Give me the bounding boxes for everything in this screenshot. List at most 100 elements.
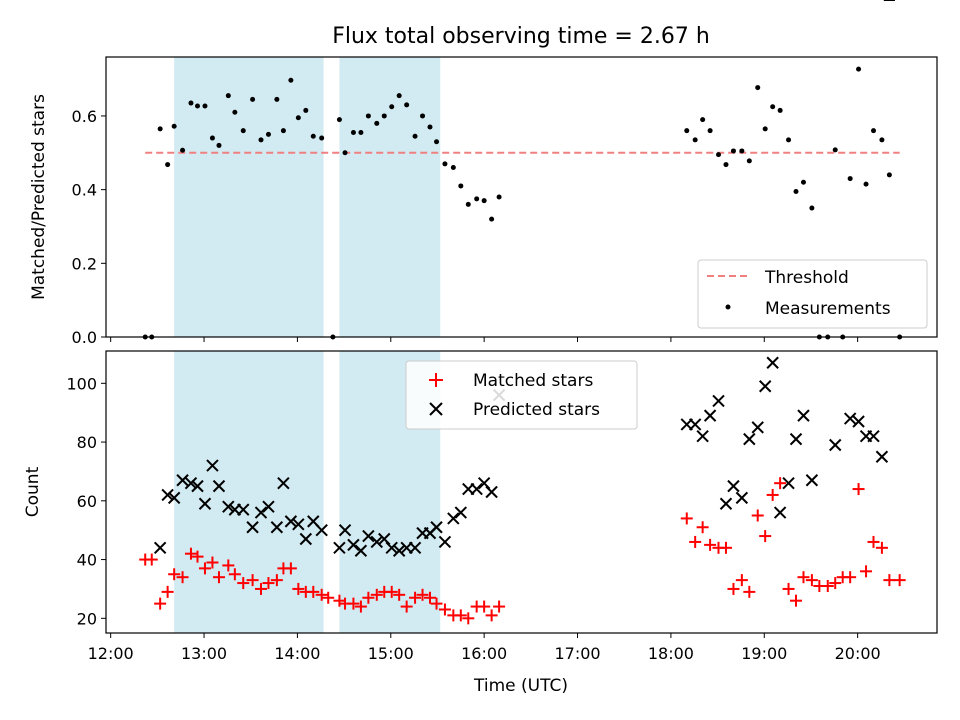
measurement-point: [342, 150, 348, 156]
predicted-star-point: [191, 479, 204, 493]
matched-star-point: [262, 577, 275, 590]
predicted-star-point: [153, 541, 167, 555]
x-tick-label: 17:00: [554, 644, 600, 663]
measurement-point: [863, 181, 869, 187]
matched-star-point: [719, 541, 732, 554]
matched-star-point: [704, 538, 717, 551]
predicted-star-point: [470, 482, 483, 496]
bottom-legend: Matched stars Predicted stars: [405, 360, 638, 430]
matched-star-point: [438, 603, 451, 616]
measurement-point: [489, 216, 495, 222]
predicted-star-point: [385, 541, 398, 555]
measurement-point: [358, 130, 364, 136]
legend-matched-swatch: [429, 373, 443, 387]
matched-star-point: [292, 582, 305, 595]
predicted-star-point: [875, 450, 889, 463]
matched-star-point: [423, 591, 436, 604]
measurement-point: [209, 135, 215, 141]
measurement-point: [793, 188, 799, 194]
measurement-point: [165, 162, 171, 168]
matched-star-point: [307, 585, 320, 598]
measurement-points: [142, 66, 903, 340]
predicted-star-point: [712, 394, 725, 408]
measurement-point: [847, 176, 853, 182]
matched-star-point: [385, 585, 398, 598]
predicted-star-point: [206, 459, 219, 472]
predicted-star-point: [292, 518, 305, 531]
measurement-point: [496, 194, 502, 200]
bottom-axes-frame: [105, 350, 938, 634]
measurement-point: [216, 142, 222, 148]
predicted-star-point: [438, 535, 452, 549]
measurement-point: [258, 137, 264, 143]
predicted-star-point: [362, 529, 375, 543]
measurement-point: [188, 100, 194, 106]
y-tick-label: 80: [77, 433, 97, 452]
matched-star-point: [315, 588, 328, 601]
matched-star-point: [805, 574, 818, 587]
x-axis-label: Time (UTC): [473, 676, 568, 696]
measurement-point: [450, 165, 456, 171]
measurement-point: [730, 148, 736, 154]
measurement-point: [157, 126, 163, 132]
matched-star-point: [322, 591, 335, 604]
measurement-point: [871, 128, 877, 134]
x-tick-label: 16:00: [461, 644, 507, 663]
measurement-point: [240, 128, 246, 134]
measurement-point: [739, 148, 745, 154]
predicted-star-point: [333, 541, 346, 555]
matched-star-point: [254, 582, 267, 595]
matched-star-point: [347, 597, 360, 610]
y-tick-label: 20: [77, 609, 97, 628]
measurement-point: [856, 66, 862, 72]
y-tick-label: 0.6: [72, 107, 97, 126]
matched-star-point: [696, 521, 709, 534]
predicted-star-point: [719, 497, 733, 510]
measurement-point: [374, 120, 380, 126]
y-tick-label: 0.2: [72, 254, 97, 273]
measurement-point: [404, 102, 410, 108]
measurement-point: [777, 107, 783, 113]
measurement-point: [195, 103, 201, 109]
matched-star-point: [176, 571, 189, 584]
measurement-point: [250, 96, 256, 102]
predicted-star-point: [315, 523, 328, 537]
top-axes-frame: [105, 56, 938, 338]
legend-matched-label: Matched stars: [473, 371, 593, 391]
predicted-star-point: [797, 409, 810, 422]
matched-star-point: [191, 550, 204, 563]
top-legend-box: [697, 259, 928, 329]
predicted-star-point: [735, 491, 749, 505]
matched-star-point: [409, 591, 422, 604]
predicted-star-point: [354, 544, 368, 557]
matched-star-point: [883, 574, 896, 587]
y-tick-label: 40: [77, 551, 97, 570]
predicted-star-point: [743, 432, 756, 446]
matched-star-point: [222, 559, 235, 572]
matched-star-point: [680, 512, 693, 525]
measurement-point: [434, 139, 440, 145]
legend-predicted-label: Predicted stars: [473, 400, 600, 420]
predicted-star-point: [338, 523, 352, 537]
measurement-point: [770, 104, 776, 110]
predicted-star-point: [454, 506, 468, 519]
predicted-star-point: [852, 415, 865, 428]
measurement-point: [336, 117, 342, 123]
measurement-point: [465, 201, 471, 207]
top-x-ticks: [110, 337, 859, 342]
predicted-star-point: [176, 474, 189, 487]
matched-star-point: [797, 571, 810, 584]
matched-star-point: [184, 547, 197, 560]
matched-star-point: [354, 600, 367, 613]
predicted-star-point: [829, 438, 842, 452]
measurement-point: [723, 162, 729, 168]
predicted-star-point: [789, 432, 803, 446]
matched-star-point: [168, 568, 181, 581]
matched-star-point: [689, 535, 702, 548]
measurement-point: [458, 183, 464, 189]
matched-star-point: [774, 477, 787, 490]
predicted-star-point: [430, 521, 443, 534]
matched-star-point: [478, 600, 491, 613]
measurement-point: [786, 137, 792, 143]
measurement-point: [746, 158, 752, 164]
